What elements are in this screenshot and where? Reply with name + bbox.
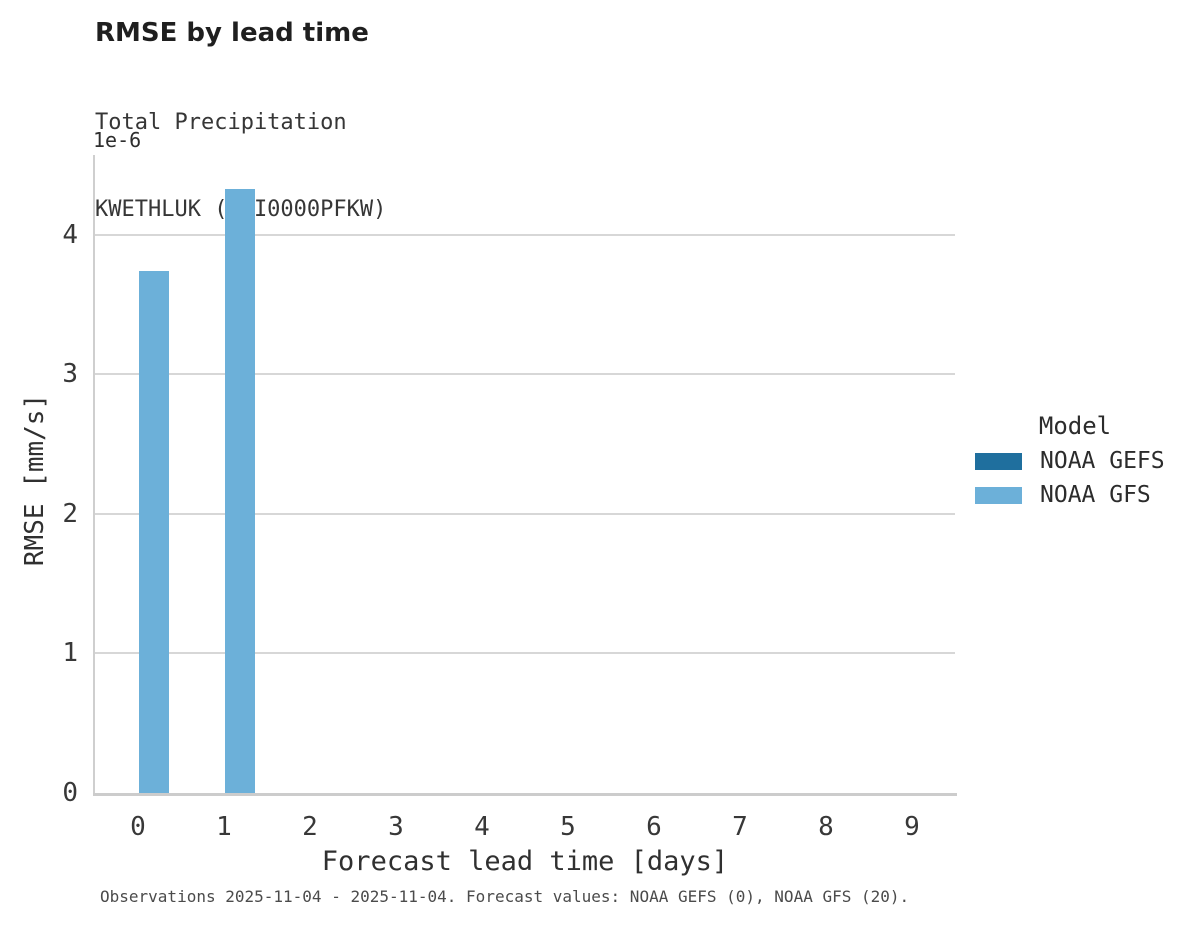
legend-label-noaa-gefs: NOAA GEFS: [1040, 448, 1165, 474]
chart-title: RMSE by lead time: [95, 18, 369, 48]
x-axis-line: [93, 793, 957, 796]
chart-subtitle-line-1: Total Precipitation: [95, 110, 347, 135]
legend-entry-noaa-gefs: NOAA GEFS: [968, 448, 1182, 474]
legend-swatch-noaa-gfs: [975, 487, 1022, 504]
y-tick-label-3: 3: [62, 359, 78, 390]
y-axis-title: RMSE [mm/s]: [20, 393, 50, 567]
y-axis-offset-label: 1e-6: [93, 128, 142, 152]
y-tick-label-1: 1: [62, 638, 78, 669]
x-tick-label-1: 1: [216, 812, 232, 842]
x-tick-label-9: 9: [904, 812, 920, 842]
gridline-y-3: [95, 373, 955, 376]
gridline-y-4: [95, 233, 955, 236]
legend-label-noaa-gfs: NOAA GFS: [1040, 482, 1151, 508]
x-tick-label-4: 4: [474, 812, 490, 842]
x-tick-label-3: 3: [388, 812, 404, 842]
y-tick-label-0: 0: [62, 778, 78, 808]
legend-entry-noaa-gfs: NOAA GFS: [968, 482, 1182, 508]
legend: Model NOAA GEFS NOAA GFS: [968, 412, 1182, 521]
x-tick-label-6: 6: [646, 812, 662, 842]
x-tick-label-5: 5: [560, 812, 576, 842]
x-tick-label-7: 7: [732, 812, 748, 842]
y-tick-label-2: 2: [62, 498, 78, 529]
x-tick-label-2: 2: [302, 812, 318, 842]
gridline-y-2: [95, 512, 955, 515]
bar-noaa-gfs-lead-1: [225, 188, 255, 793]
gridline-y-1: [95, 652, 955, 655]
x-axis-title: Forecast lead time [days]: [321, 846, 729, 877]
bar-noaa-gfs-lead-0: [139, 270, 169, 793]
chart-caption: Observations 2025-11-04 - 2025-11-04. Fo…: [100, 887, 910, 906]
legend-title: Model: [1038, 412, 1112, 440]
x-tick-label-8: 8: [818, 812, 834, 842]
legend-swatch-noaa-gefs: [975, 453, 1022, 470]
x-tick-label-0: 0: [130, 812, 146, 842]
plot-area: [95, 155, 955, 793]
y-tick-label-4: 4: [62, 219, 78, 250]
y-axis-line: [93, 155, 95, 796]
